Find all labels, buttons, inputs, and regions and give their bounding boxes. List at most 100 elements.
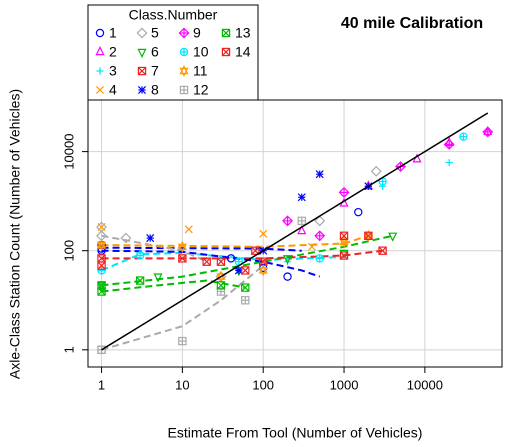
marker-part bbox=[339, 236, 349, 246]
trend-line bbox=[101, 246, 302, 252]
marker-part bbox=[314, 215, 326, 227]
legend-marker bbox=[179, 65, 189, 77]
marker-part bbox=[97, 266, 106, 275]
data-point bbox=[241, 266, 250, 275]
x-tick-label: 1 bbox=[98, 377, 105, 392]
marker-part bbox=[315, 254, 324, 263]
data-point bbox=[443, 138, 455, 150]
marker-part bbox=[297, 193, 306, 202]
data-point bbox=[307, 242, 316, 251]
data-point bbox=[177, 240, 187, 253]
x-tick-label: 10 bbox=[175, 377, 189, 392]
marker-part bbox=[97, 281, 106, 290]
legend-label: 3 bbox=[109, 63, 117, 79]
y-axis-label: Axle-Class Station Count (Number of Vehi… bbox=[7, 89, 23, 379]
marker-part bbox=[354, 207, 363, 217]
data-point bbox=[338, 186, 350, 198]
marker-part bbox=[177, 240, 187, 250]
legend-label: 6 bbox=[151, 44, 159, 60]
marker-part bbox=[378, 246, 387, 255]
marker-part bbox=[178, 27, 190, 39]
marker-part bbox=[364, 231, 373, 240]
data-point bbox=[370, 165, 382, 177]
marker-part bbox=[135, 276, 145, 285]
data-point bbox=[258, 264, 268, 277]
legend-marker bbox=[179, 47, 189, 57]
marker-part bbox=[307, 242, 316, 251]
marker-part bbox=[340, 231, 349, 240]
marker-part bbox=[146, 234, 155, 243]
data-point bbox=[297, 225, 307, 235]
data-point bbox=[445, 158, 453, 167]
marker-part bbox=[241, 283, 250, 292]
marker-part bbox=[95, 28, 105, 38]
legend-label: 4 bbox=[109, 82, 117, 98]
legend-marker bbox=[95, 28, 105, 38]
legend-label: 8 bbox=[151, 82, 159, 98]
marker-part bbox=[251, 246, 260, 255]
data-point bbox=[364, 231, 373, 240]
marker-part bbox=[96, 241, 107, 252]
data-point bbox=[135, 276, 145, 285]
marker-part bbox=[297, 225, 307, 235]
data-point bbox=[120, 232, 132, 244]
marker-part bbox=[340, 251, 349, 260]
marker-part bbox=[315, 170, 324, 179]
marker-part bbox=[459, 132, 468, 141]
marker-part bbox=[216, 281, 225, 290]
x-tick-label: 1000 bbox=[330, 377, 359, 392]
data-point bbox=[259, 229, 268, 238]
marker-part bbox=[137, 66, 147, 76]
marker-part bbox=[178, 254, 187, 263]
marker-part bbox=[216, 281, 226, 290]
plot-frame bbox=[87, 99, 503, 368]
data-point bbox=[202, 257, 211, 266]
marker-part bbox=[137, 48, 147, 58]
marker-part bbox=[97, 261, 106, 270]
legend-marker bbox=[95, 85, 105, 95]
marker-part bbox=[258, 264, 268, 274]
marker-part bbox=[482, 126, 494, 138]
marker-part bbox=[259, 229, 268, 238]
marker-part bbox=[378, 246, 387, 255]
marker-part bbox=[179, 47, 189, 57]
reference-line bbox=[101, 112, 489, 351]
legend-label: 12 bbox=[193, 82, 209, 98]
legend-marker bbox=[137, 85, 147, 95]
data-point bbox=[241, 283, 250, 292]
data-point bbox=[251, 246, 260, 255]
data-point bbox=[282, 215, 293, 227]
marker-part bbox=[137, 85, 147, 95]
marker-part bbox=[136, 276, 145, 285]
legend-marker bbox=[96, 67, 104, 75]
marker-part bbox=[97, 345, 106, 355]
legend-label: 9 bbox=[193, 25, 201, 41]
data-point bbox=[388, 232, 398, 242]
marker-part bbox=[136, 27, 148, 39]
legend-label: 14 bbox=[235, 44, 251, 60]
marker-part bbox=[95, 85, 105, 95]
marker-part bbox=[96, 239, 107, 249]
marker-part bbox=[179, 85, 189, 95]
marker-part bbox=[95, 46, 105, 56]
data-point bbox=[282, 255, 293, 265]
data-point bbox=[153, 273, 163, 283]
data-point bbox=[226, 254, 236, 263]
chart-title: 40 mile Calibration bbox=[341, 15, 483, 32]
legend-marker bbox=[221, 28, 231, 38]
legend-label: 13 bbox=[235, 25, 251, 41]
marker-part bbox=[177, 243, 187, 253]
marker-part bbox=[97, 287, 106, 296]
marker-part bbox=[216, 257, 226, 266]
marker-part bbox=[339, 231, 349, 240]
marker-part bbox=[178, 254, 187, 263]
legend-marker bbox=[137, 48, 147, 58]
data-point bbox=[96, 239, 107, 252]
data-point bbox=[135, 251, 145, 260]
legend-label: 1 bbox=[109, 25, 117, 41]
marker-part bbox=[135, 251, 145, 260]
data-point bbox=[378, 246, 387, 255]
data-point bbox=[297, 193, 306, 202]
